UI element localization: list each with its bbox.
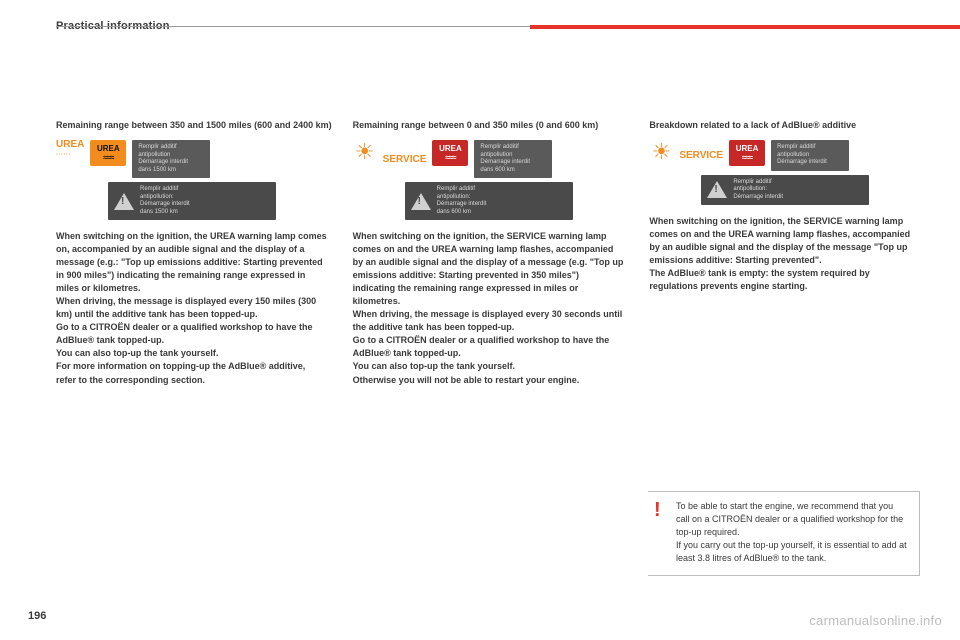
column-3-body: When switching on the ignition, the SERV… — [649, 215, 920, 293]
page: Practical information Remaining range be… — [0, 0, 960, 640]
warning-box-3: Remplir additif antipollution: Démarrage… — [701, 175, 869, 206]
column-1: Remaining range between 350 and 1500 mil… — [56, 120, 327, 387]
page-number: 196 — [28, 610, 46, 622]
note-exclamation-icon: ! — [648, 492, 676, 520]
service-sun-icon-3: ☀ — [649, 140, 673, 164]
warning-text-1: Remplir additif antipollution: Démarrage… — [140, 186, 190, 216]
warning-box-1: Remplir additif antipollution: Démarrage… — [108, 182, 276, 220]
column-2-heading: Remaining range between 0 and 350 miles … — [353, 120, 624, 130]
urea-badge-wave-icon-2: ≈≈≈ — [445, 154, 455, 162]
note-text: To be able to start the engine, we recom… — [676, 492, 919, 575]
urea-badge-text: UREA — [97, 145, 120, 153]
urea-badge-red-2: UREA ≈≈≈ — [432, 140, 468, 166]
note-box: ! To be able to start the engine, we rec… — [648, 491, 920, 576]
urea-label-text: UREA — [56, 140, 84, 150]
service-sun-icon: ☀ — [353, 140, 377, 164]
warning-triangle-icon-3 — [707, 181, 727, 198]
indicator-row-2: ☀ SERVICE UREA ≈≈≈ Remplir additif antip… — [353, 140, 624, 178]
warning-triangle-icon — [114, 193, 134, 210]
column-1-heading: Remaining range between 350 and 1500 mil… — [56, 120, 327, 130]
column-3-heading: Breakdown related to a lack of AdBlue® a… — [649, 120, 920, 130]
watermark: carmanualsonline.info — [809, 613, 942, 628]
columns: Remaining range between 350 and 1500 mil… — [56, 120, 920, 387]
urea-badge-wave-icon: ≈≈≈ — [103, 154, 113, 162]
dash-message-3: Remplir additif antipollution Démarrage … — [771, 140, 849, 171]
column-2-body: When switching on the ignition, the SERV… — [353, 230, 624, 387]
urea-badge-text-2: UREA — [439, 145, 462, 153]
indicator-row-1: UREA ······ UREA ≈≈≈ Remplir additif ant… — [56, 140, 327, 178]
column-3: Breakdown related to a lack of AdBlue® a… — [649, 120, 920, 387]
urea-badge-orange: UREA ≈≈≈ — [90, 140, 126, 166]
service-label-2: SERVICE — [383, 154, 427, 165]
header-rule-red — [530, 25, 960, 29]
urea-badge-wave-icon-3: ≈≈≈ — [742, 154, 752, 162]
service-label-3: SERVICE — [679, 150, 723, 161]
dash-message-1: Remplir additif antipollution Démarrage … — [132, 140, 210, 178]
indicator-row-3: ☀ SERVICE UREA ≈≈≈ Remplir additif antip… — [649, 140, 920, 171]
column-1-body: When switching on the ignition, the UREA… — [56, 230, 327, 387]
warning-text-2: Remplir additif antipollution: Démarrage… — [437, 186, 487, 216]
warning-triangle-icon-2 — [411, 193, 431, 210]
urea-label-sub: ······ — [56, 152, 84, 158]
urea-badge-text-3: UREA — [736, 145, 759, 153]
warning-text-3: Remplir additif antipollution: Démarrage… — [733, 179, 783, 202]
dash-message-2: Remplir additif antipollution Démarrage … — [474, 140, 552, 178]
column-2: Remaining range between 0 and 350 miles … — [353, 120, 624, 387]
urea-label: UREA ······ — [56, 140, 84, 158]
header-rule — [56, 26, 960, 28]
warning-box-2: Remplir additif antipollution: Démarrage… — [405, 182, 573, 220]
urea-badge-red-3: UREA ≈≈≈ — [729, 140, 765, 166]
